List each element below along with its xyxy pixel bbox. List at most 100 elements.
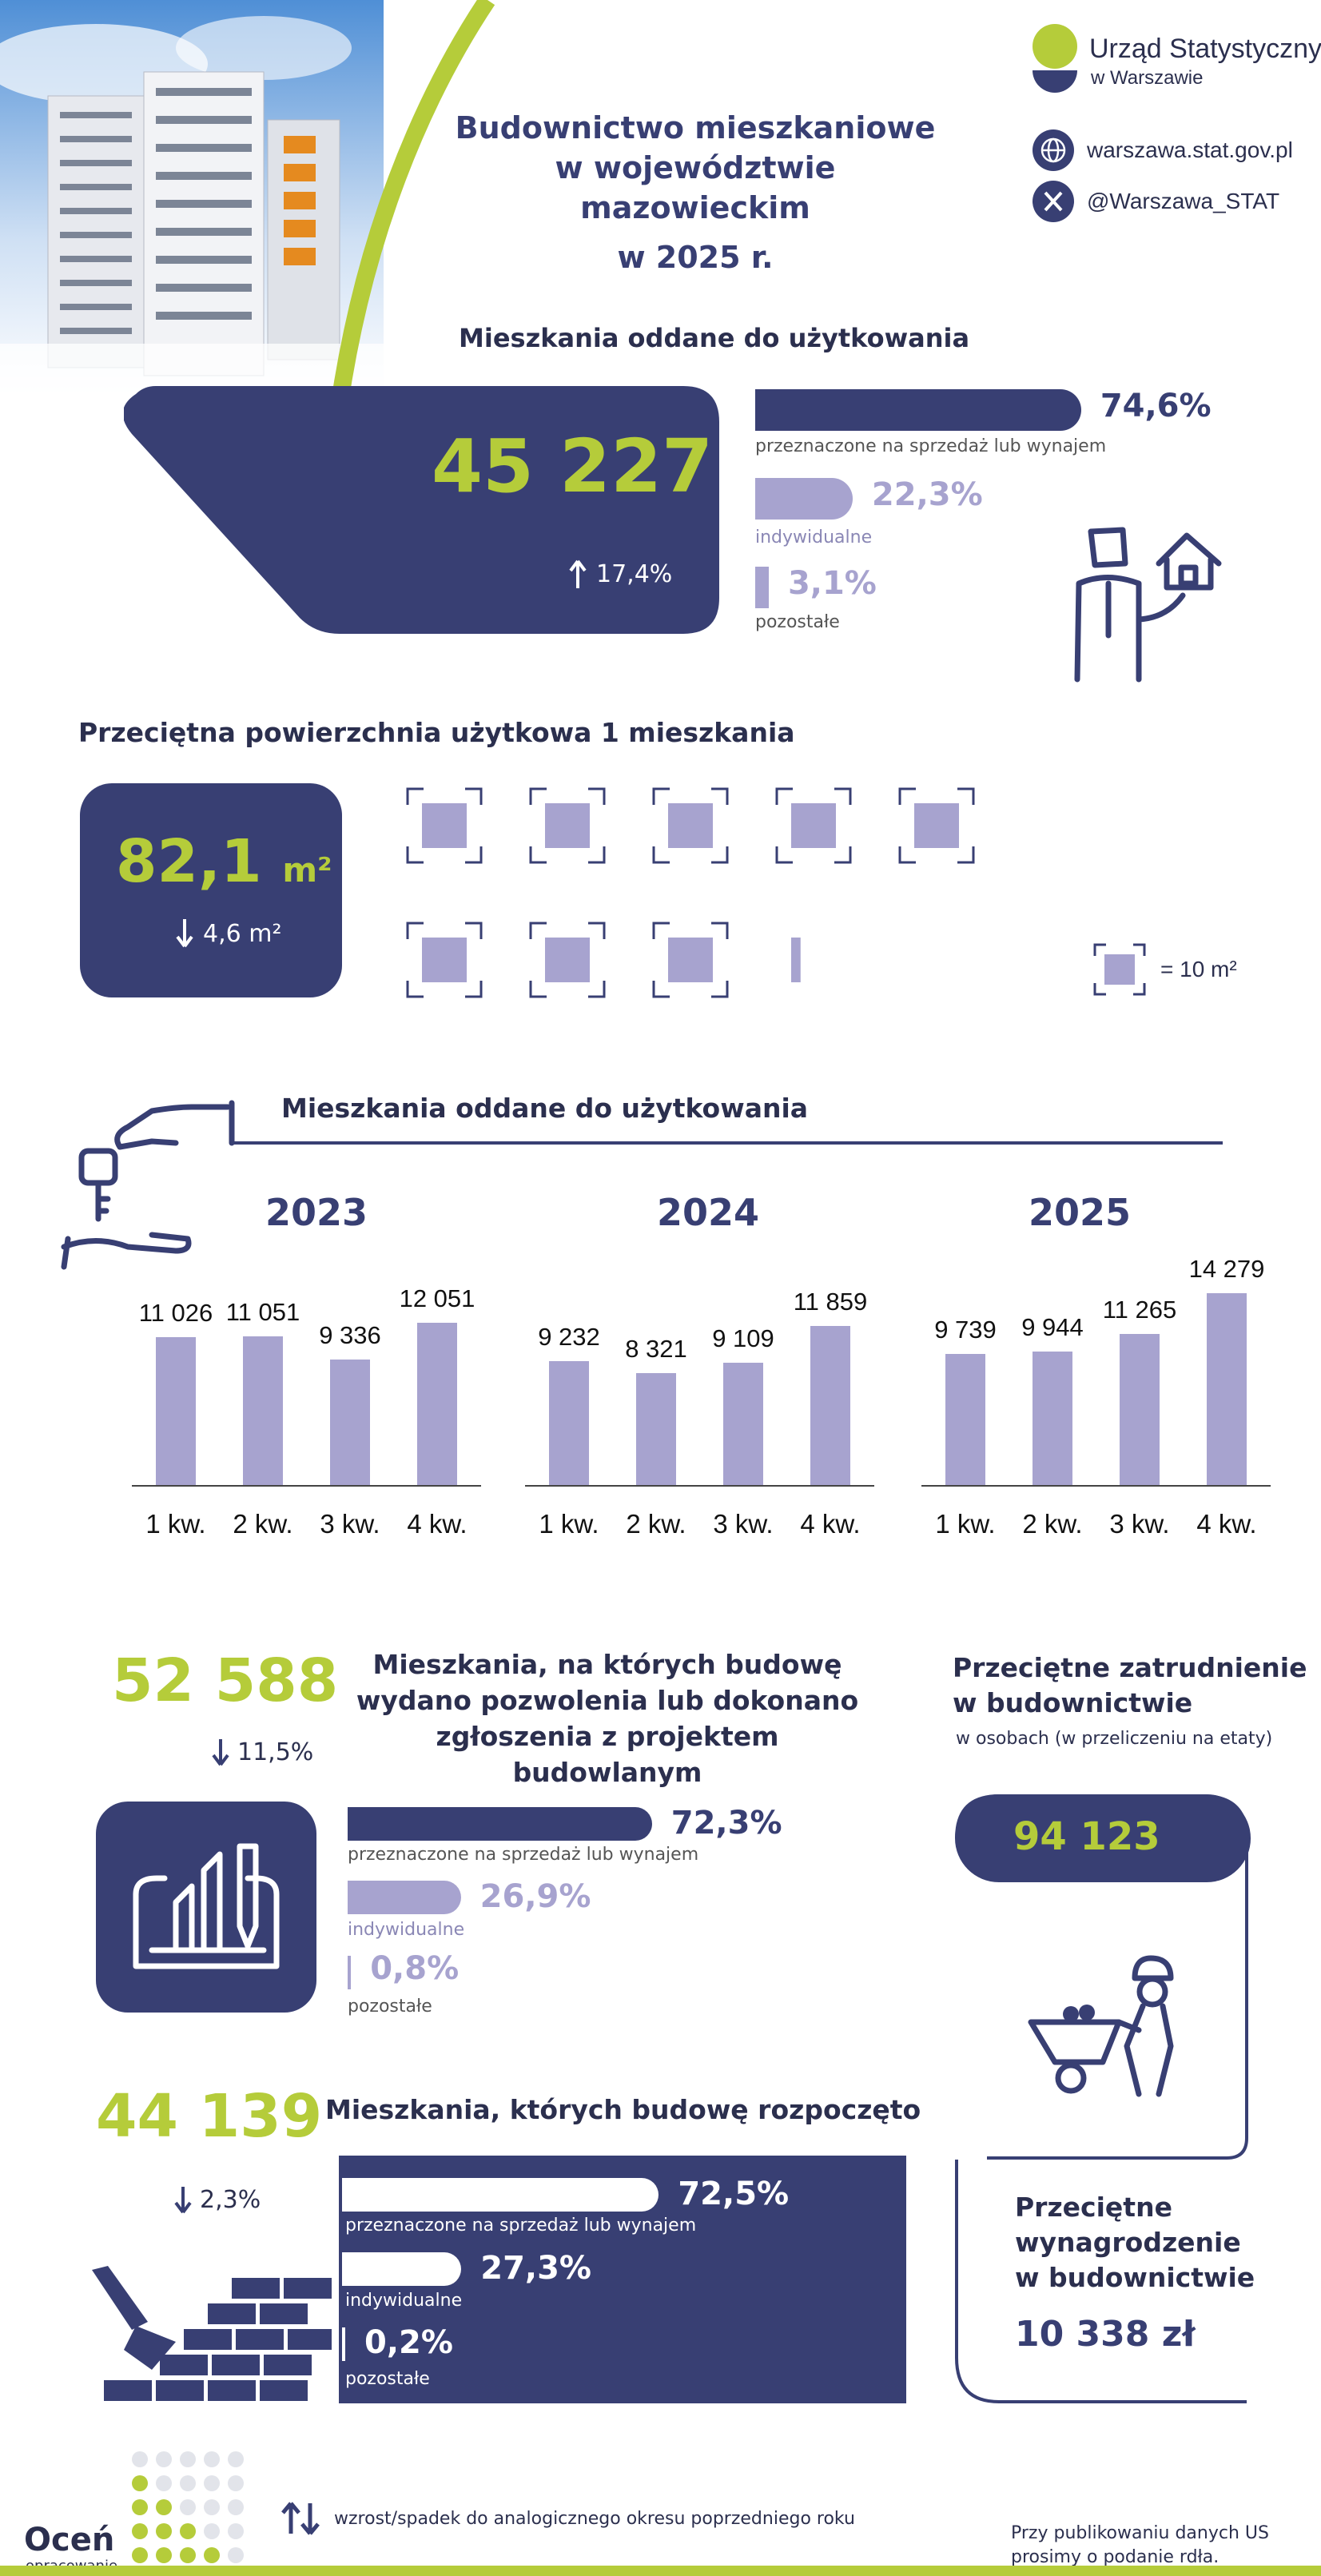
area-square: [529, 787, 606, 864]
quarter-axis-label: 1 kw.: [935, 1509, 996, 1539]
share-pct: 72,3%: [670, 1805, 782, 1841]
quarter-bar: [243, 1336, 283, 1485]
area-panel: [80, 783, 342, 997]
quarter-value-label: 9 336: [319, 1321, 381, 1350]
share-label: przeznaczone na sprzedaż lub wynajem: [755, 436, 1107, 456]
arrow-down-icon: [212, 1738, 229, 1766]
quarter-bar: [549, 1360, 589, 1485]
rate-report-link[interactable]: Oceń opracowanie: [24, 2446, 264, 2574]
area-square: [529, 922, 606, 998]
quarter-axis-label: 3 kw.: [713, 1509, 774, 1539]
share-label: pozostałe: [345, 2369, 430, 2389]
quarter-value-label: 11 859: [793, 1287, 868, 1316]
citation-note-line-2: prosimy o podanie rdła.: [1011, 2547, 1220, 2567]
quarter-bar: [945, 1354, 985, 1485]
share-bar: [755, 389, 1081, 431]
quarter-axis-label: 2 kw.: [626, 1509, 686, 1539]
quarter-bar: [156, 1336, 196, 1485]
area-value: 82,1 m²: [116, 827, 332, 896]
started-value: 44 139: [96, 2082, 323, 2151]
twitter-link[interactable]: @Warszawa_STAT: [1031, 179, 1279, 224]
share-bar: [342, 2327, 345, 2361]
share-label: indywidualne: [345, 2291, 463, 2311]
area-square: [775, 787, 852, 864]
arrow-down-icon: [176, 919, 193, 948]
arrow-up-icon: [569, 559, 587, 588]
quarter-bar: [810, 1325, 850, 1485]
quarter-axis-label: 2 kw.: [1022, 1509, 1083, 1539]
quarter-axis-label: 1 kw.: [539, 1509, 599, 1539]
permits-change: 11,5%: [212, 1738, 313, 1766]
area-square: [652, 787, 729, 864]
quarter-bar: [1120, 1333, 1160, 1485]
org-name: Urząd Statystyczny: [1089, 34, 1321, 64]
started-change-text: 2,3%: [200, 2186, 261, 2214]
salary-heading-line-3: w budownictwie: [1015, 2262, 1255, 2293]
x-axis-line: [132, 1485, 481, 1487]
building-photo: [0, 0, 384, 400]
area-square: [791, 938, 801, 982]
website-link[interactable]: warszawa.stat.gov.pl: [1031, 128, 1293, 173]
x-axis-line: [921, 1485, 1271, 1487]
salary-value: 10 338 zł: [1015, 2314, 1196, 2355]
x-logo-icon: [1033, 181, 1074, 222]
blueprint-icon: [133, 1843, 280, 1969]
quarter-axis-label: 1 kw.: [145, 1509, 206, 1539]
share-bar: [755, 478, 853, 520]
share-pct: 0,2%: [364, 2324, 453, 2361]
share-pct: 3,1%: [787, 565, 877, 602]
page-title: Budownictwo mieszkaniowe w województwie …: [448, 108, 943, 277]
permits-heading-line-3: zgłoszenia z projektem budowlanym: [436, 1721, 779, 1788]
year-label: 2023: [265, 1191, 368, 1234]
quarterly-heading: Mieszkania oddane do użytkowania: [281, 1093, 809, 1124]
businessman-house-icon: [1074, 527, 1222, 683]
area-square: [406, 787, 483, 864]
quarter-value-label: 9 232: [538, 1322, 600, 1351]
page-title-line-1: Budownictwo mieszkaniowe: [455, 110, 936, 145]
share-label: indywidualne: [755, 528, 873, 547]
heading-underline: [232, 1141, 1223, 1145]
page-title-line-2: w województwie mazowieckim: [555, 150, 836, 225]
share-label: pozostałe: [348, 1997, 432, 2017]
salary-heading-line-1: Przeciętne: [1015, 2192, 1172, 2223]
area-heading: Przeciętna powierzchnia użytkowa 1 miesz…: [78, 717, 795, 748]
employment-value: 94 123: [1013, 1814, 1160, 1859]
share-pct: 22,3%: [871, 476, 983, 513]
area-unit: m²: [282, 850, 332, 890]
rate-title: Oceń: [24, 2522, 115, 2558]
quarter-value-label: 9 944: [1021, 1312, 1084, 1341]
quarter-bar: [417, 1323, 457, 1485]
started-heading: Mieszkania, których budowę rozpoczęto: [325, 2094, 921, 2125]
quarter-value-label: 9 739: [934, 1316, 997, 1344]
share-bar: [342, 2252, 462, 2286]
completed-panel: [124, 386, 719, 634]
quarter-value-label: 11 026: [138, 1298, 213, 1327]
area-legend: = 10 m²: [1093, 943, 1237, 996]
change-legend: wzrost/spadek do analogicznego okresu po…: [281, 2502, 855, 2535]
square-unit-icon: [1093, 943, 1146, 996]
quarter-axis-label: 4 kw.: [800, 1509, 861, 1539]
quarter-bar: [1033, 1351, 1072, 1485]
year-label: 2024: [657, 1191, 760, 1234]
completed-change-text: 17,4%: [596, 559, 673, 588]
started-change: 2,3%: [174, 2186, 261, 2214]
quarter-axis-label: 3 kw.: [320, 1509, 380, 1539]
area-number: 82,1: [116, 827, 262, 896]
employment-sub: w osobach (w przeliczeniu na etaty): [956, 1729, 1273, 1749]
employment-value-panel: [955, 1794, 1251, 1882]
quarter-axis-label: 3 kw.: [1109, 1509, 1170, 1539]
rating-stars-icon: [132, 2451, 244, 2563]
org-logo: Urząd Statystyczny w Warszawie: [1027, 24, 1321, 96]
quarter-bar: [636, 1373, 676, 1485]
up-down-arrows-icon: [281, 2502, 320, 2535]
globe-icon: [1033, 129, 1074, 171]
arrow-down-icon: [174, 2186, 192, 2213]
permits-change-text: 11,5%: [237, 1738, 314, 1766]
share-label: indywidualne: [348, 1920, 465, 1940]
year-label: 2025: [1029, 1191, 1132, 1234]
share-bar: [348, 1807, 652, 1841]
completed-value: 45 227: [432, 424, 714, 509]
area-square: [406, 922, 483, 998]
quarter-value-label: 11 265: [1102, 1295, 1177, 1324]
quarter-axis-label: 4 kw.: [1196, 1509, 1257, 1539]
